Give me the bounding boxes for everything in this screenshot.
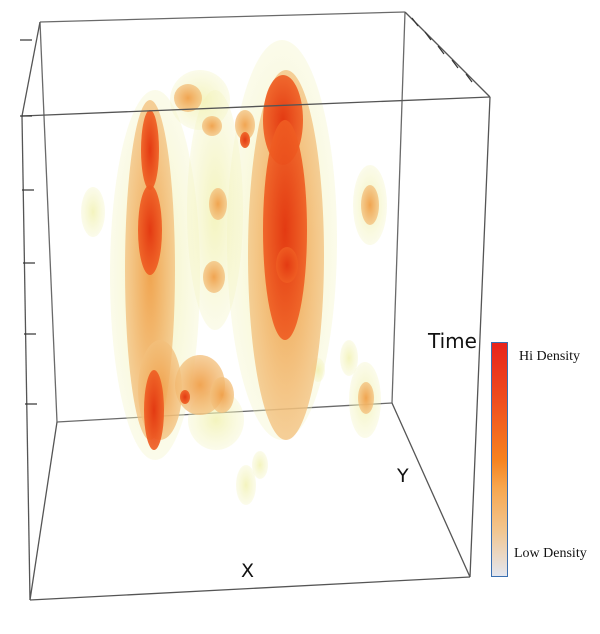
x-axis-label: X [241, 560, 255, 582]
y-axis-label: Y [397, 465, 409, 487]
time-axis-label: Time [428, 329, 477, 353]
legend-high-label: Hi Density [519, 349, 581, 364]
density-color-scale [491, 342, 508, 577]
legend-low-label: Low Density [514, 546, 587, 561]
time-axis-ticks [20, 17, 473, 405]
cube-front-edges [21, 11, 491, 601]
density-high-layer [138, 75, 307, 450]
cube-back-edges [39, 11, 406, 423]
